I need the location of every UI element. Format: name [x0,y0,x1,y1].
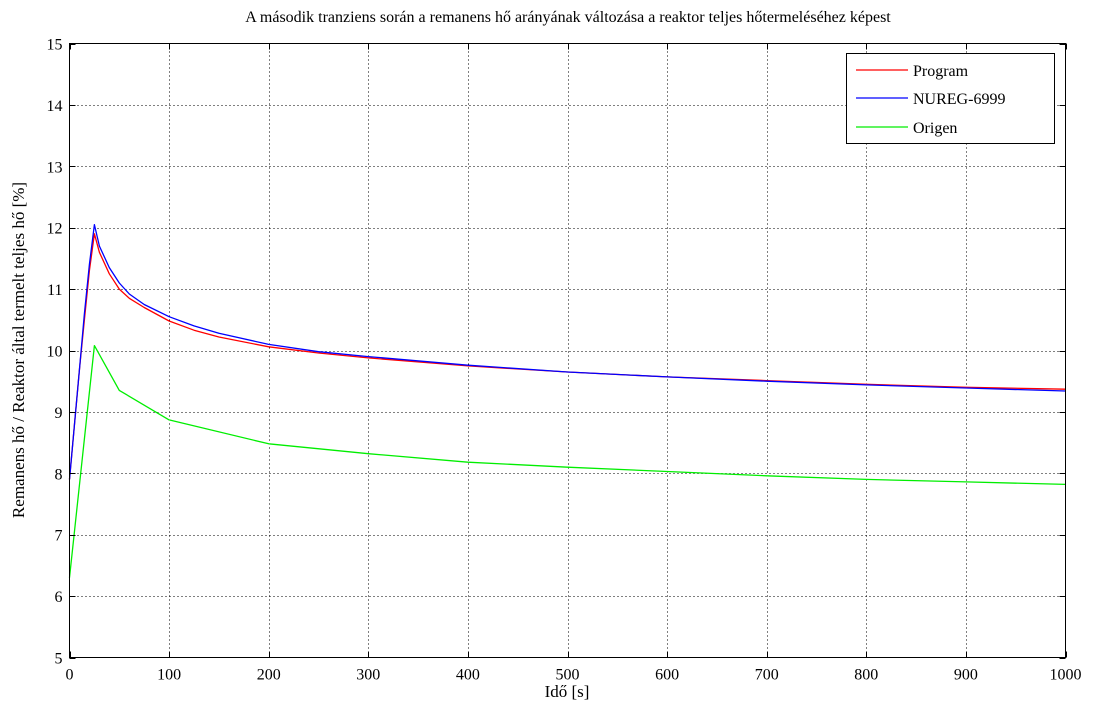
x-tick-label: 100 [157,667,181,684]
legend-label-program: Program [913,63,969,80]
legend-label-origen: Origen [913,120,957,137]
x-tick-label: 900 [954,667,978,684]
x-tick-label: 200 [257,667,281,684]
y-tick-label: 12 [47,221,63,238]
x-tick-label: 1000 [1050,667,1082,684]
y-tick-label: 10 [47,344,63,361]
x-tick-label: 0 [66,667,74,684]
series-line-nureg-6999 [68,223,1066,480]
y-axis-label: Remanens hő / Reaktor által termelt telj… [9,182,28,518]
y-tick-label: 8 [55,466,63,483]
y-tick-label: 9 [55,405,63,422]
plot-frame [69,43,1066,658]
y-tick-label: 5 [55,651,63,668]
y-tick-label: 14 [47,98,63,115]
x-axis-label: Idő [s] [545,682,590,701]
series-line-origen [68,344,1066,578]
y-tick-label: 6 [55,589,63,606]
y-tick-labels: 5 6 7 8 9 10 11 12 13 14 15 [47,37,63,668]
series-lines [68,223,1066,578]
y-tick-label: 11 [47,282,62,299]
x-tick-label: 300 [356,667,380,684]
chart-title: A második tranziens során a remanens hő … [245,9,891,26]
x-tick-label: 400 [456,667,480,684]
legend-label-nureg: NUREG-6999 [913,91,1005,108]
x-tick-labels: 0 100 200 300 400 500 600 700 800 900 1000 [66,667,1082,684]
x-tick-label: 800 [854,667,878,684]
axis-ticks [69,43,1067,659]
y-tick-label: 7 [55,528,63,545]
y-tick-label: 15 [47,37,63,54]
x-tick-label: 500 [556,667,580,684]
x-tick-label: 600 [655,667,679,684]
legend: Program NUREG-6999 Origen [846,53,1055,144]
x-tick-label: 700 [755,667,779,684]
y-tick-label: 13 [47,159,63,176]
